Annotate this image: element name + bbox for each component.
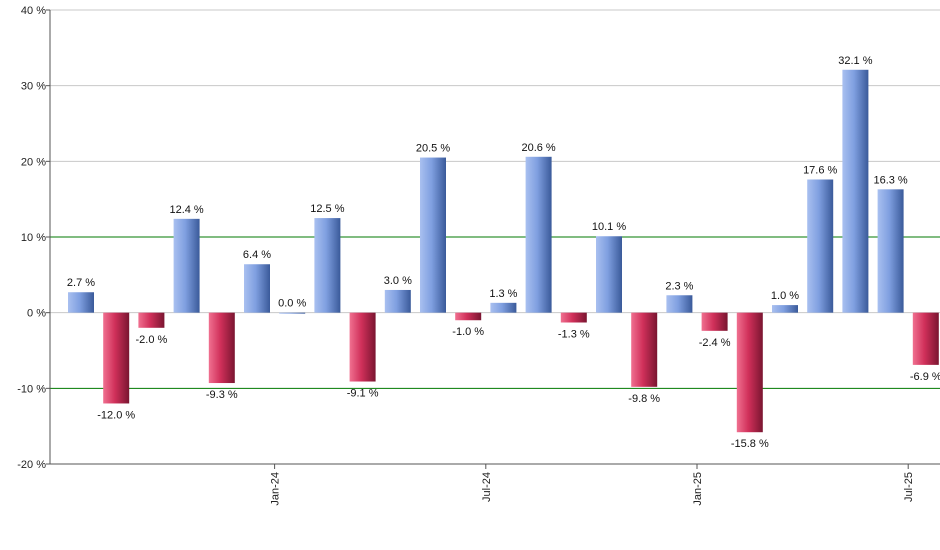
data-label: -9.3 %: [206, 389, 238, 401]
bar: [490, 302, 517, 313]
bar: [384, 289, 411, 313]
bar: [807, 179, 834, 313]
data-label: 2.7 %: [67, 277, 95, 289]
data-label: -9.8 %: [628, 393, 660, 405]
bar: [596, 236, 622, 313]
data-label: 12.4 %: [169, 204, 203, 216]
x-tick-label: Jul-24: [481, 472, 493, 502]
data-label: 12.5 %: [310, 203, 344, 215]
data-label: 20.5 %: [416, 143, 450, 155]
bar: [138, 312, 165, 328]
bar: [877, 189, 904, 313]
y-tick-label: 0 %: [27, 308, 46, 320]
data-label: 3.0 %: [384, 275, 412, 287]
data-label: 1.3 %: [489, 288, 517, 300]
bar: [631, 312, 658, 387]
bar: [68, 292, 94, 313]
bar: [455, 312, 482, 321]
bar: [208, 312, 235, 384]
bar: [772, 305, 798, 313]
data-label: -2.0 %: [136, 334, 168, 346]
x-tick-label: Jul-25: [903, 472, 915, 502]
data-label: -9.1 %: [347, 388, 379, 400]
data-label: 1.0 %: [771, 290, 799, 302]
data-label: 20.6 %: [521, 142, 555, 154]
data-label: 0.0 %: [278, 298, 306, 310]
data-label: -1.3 %: [558, 329, 590, 341]
bar: [701, 312, 728, 331]
y-tick-label: 10 %: [21, 232, 46, 244]
y-axis-tick-labels: -20 % -10 % 0 % 10 % 20 % 30 % 40 %: [17, 5, 46, 471]
data-label: -12.0 %: [97, 409, 135, 421]
data-label: 32.1 %: [838, 55, 872, 67]
y-tick-label: -20 %: [17, 459, 46, 471]
data-label: 2.3 %: [665, 280, 693, 292]
y-tick-label: 40 %: [21, 5, 46, 17]
data-label: -15.8 %: [731, 438, 769, 450]
bars: [68, 69, 939, 433]
x-axis-tick-labels: Jan-24 Jul-24 Jan-25 Jul-25: [270, 472, 916, 506]
bar: [173, 218, 200, 313]
data-label: -2.4 %: [699, 337, 731, 349]
y-tick-label: -10 %: [17, 383, 46, 395]
bar: [666, 295, 693, 313]
data-labels: 2.7 % -12.0 % -2.0 % 12.4 % -9.3 % 6.4 % 0.0 %…: [67, 55, 940, 450]
y-tick-label: 30 %: [21, 81, 46, 93]
bar: [244, 264, 270, 313]
bar: [349, 312, 376, 382]
bar: [560, 312, 587, 323]
bar: [103, 312, 130, 404]
bar: [842, 69, 869, 313]
x-tick-label: Jan-25: [692, 472, 704, 506]
bar: [736, 312, 763, 433]
y-tick-label: 20 %: [21, 156, 46, 168]
bar: [525, 156, 552, 313]
data-label: 6.4 %: [243, 249, 271, 261]
axes: [46, 9, 940, 469]
bar: [279, 312, 306, 314]
bar: [912, 312, 939, 365]
data-label: 17.6 %: [803, 164, 837, 176]
data-label: 16.3 %: [873, 174, 907, 186]
x-tick-label: Jan-24: [270, 472, 282, 506]
data-label: 10.1 %: [592, 221, 626, 233]
bar: [314, 218, 341, 313]
bar: [420, 157, 446, 313]
data-label: -1.0 %: [452, 326, 484, 338]
data-label: -6.9 %: [910, 371, 940, 383]
